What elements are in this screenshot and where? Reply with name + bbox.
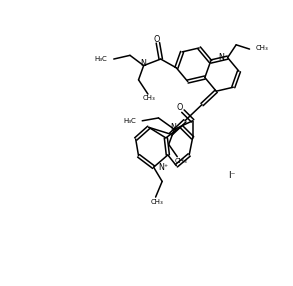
Text: N: N: [170, 123, 176, 132]
Text: H₃C: H₃C: [95, 56, 108, 62]
Text: N: N: [218, 53, 224, 62]
Text: O: O: [177, 103, 183, 112]
Text: I⁻: I⁻: [228, 171, 236, 180]
Text: CH₃: CH₃: [151, 199, 163, 205]
Text: CH₃: CH₃: [143, 95, 156, 101]
Text: N⁺: N⁺: [159, 163, 169, 172]
Text: CH₃: CH₃: [174, 158, 187, 164]
Text: O: O: [153, 35, 160, 44]
Text: H₃C: H₃C: [123, 118, 136, 124]
Text: N: N: [140, 59, 146, 68]
Text: CH₃: CH₃: [256, 45, 269, 51]
